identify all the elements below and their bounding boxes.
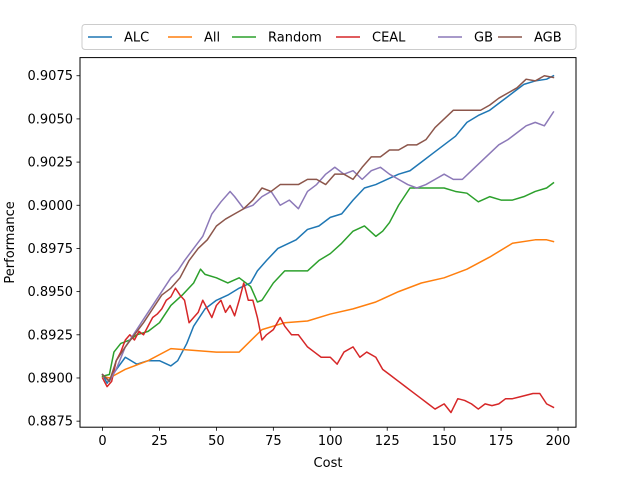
x-tick-label: 100 xyxy=(318,434,343,449)
y-tick-label: 0.8900 xyxy=(28,371,74,386)
legend-label-all: All xyxy=(204,31,220,46)
x-axis-label: Cost xyxy=(314,456,343,471)
series-layer xyxy=(101,74,555,414)
y-tick-label: 0.8875 xyxy=(28,415,74,430)
x-tick-label: 50 xyxy=(208,434,225,449)
series-line-alc xyxy=(101,74,555,384)
y-axis-label: Performance xyxy=(3,201,18,283)
y-tick-label: 0.8975 xyxy=(28,242,74,257)
y-axis: 0.8875 0.8900 0.8925 0.8950 0.8975 0.9000 0.90… xyxy=(28,69,80,430)
y-tick-label: 0.9000 xyxy=(28,199,74,214)
series-line-random xyxy=(101,181,555,378)
x-tick-label: 150 xyxy=(432,434,457,449)
legend-label-ceal: CEAL xyxy=(372,31,406,46)
y-tick-label: 0.9025 xyxy=(28,156,74,171)
legend: ALC All Random CEAL GB AGB xyxy=(81,24,577,50)
x-tick-label: 200 xyxy=(546,434,571,449)
x-tick-label: 75 xyxy=(265,434,282,449)
legend-label-agb: AGB xyxy=(534,31,562,46)
y-tick-label: 0.9050 xyxy=(28,112,74,127)
x-tick-label: 25 xyxy=(151,434,168,449)
legend-label-random: Random xyxy=(268,31,322,46)
series-line-gb xyxy=(101,110,555,383)
plot-frame xyxy=(79,57,577,428)
series-line-ceal xyxy=(101,282,555,414)
legend-frame xyxy=(81,24,577,50)
legend-label-alc: ALC xyxy=(124,31,149,46)
y-tick-label: 0.9075 xyxy=(28,69,74,84)
y-tick-label: 0.8950 xyxy=(28,285,74,300)
x-tick-label: 175 xyxy=(489,434,514,449)
series-line-all xyxy=(101,239,555,379)
y-tick-label: 0.8925 xyxy=(28,328,74,343)
x-axis: 0 25 50 75 100 125 150 175 200 xyxy=(98,427,570,449)
x-tick-label: 125 xyxy=(375,434,400,449)
x-tick-label: 0 xyxy=(98,434,106,449)
plot-area xyxy=(101,74,555,414)
legend-label-gb: GB xyxy=(474,31,493,46)
series-line-agb xyxy=(101,74,555,383)
